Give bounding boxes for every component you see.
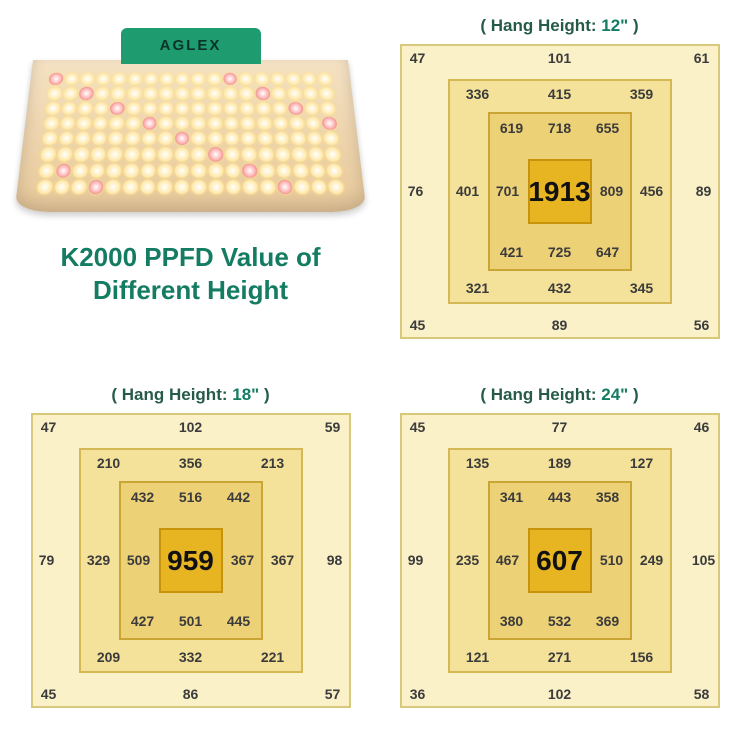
- product-caption: K2000 PPFD Value of Different Height: [16, 241, 365, 306]
- chart-title-24: ( Hang Height: 24" ): [480, 385, 638, 405]
- heatmap-value: 516: [179, 489, 202, 505]
- heatmap-value: 421: [500, 244, 523, 260]
- heatmap-value: 102: [179, 419, 202, 435]
- heatmap-value: 701: [496, 183, 519, 199]
- heatmap-value: 235: [456, 552, 479, 568]
- heatmap-value: 121: [466, 649, 489, 665]
- heatmap-value: 809: [600, 183, 623, 199]
- heatmap-value: 56: [694, 317, 710, 333]
- heatmap-value: 718: [548, 120, 571, 136]
- heatmap-value: 221: [261, 649, 284, 665]
- heatmap-value: 61: [694, 50, 710, 66]
- heatmap-value: 358: [596, 489, 619, 505]
- heatmap-value: 105: [692, 552, 715, 568]
- heatmap-value: 509: [127, 552, 150, 568]
- heatmap-value: 341: [500, 489, 523, 505]
- heatmap-value: 345: [630, 280, 653, 296]
- heatmap-value: 415: [548, 86, 571, 102]
- heatmap-value: 380: [500, 613, 523, 629]
- heatmap-value: 655: [596, 120, 619, 136]
- heatmap-center-value: 607: [528, 528, 592, 593]
- heatmap-center-value: 959: [159, 528, 223, 593]
- heatmap-value: 89: [696, 183, 712, 199]
- hang-prefix: ( Hang Height:: [111, 385, 232, 404]
- chart-24in-quadrant: ( Hang Height: 24" ) 607 45 77 46 99 105 36 102…: [385, 385, 734, 734]
- heatmap-value: 427: [131, 613, 154, 629]
- heatmap-value: 102: [548, 686, 571, 702]
- heatmap-value: 58: [694, 686, 710, 702]
- heatmap-value: 467: [496, 552, 519, 568]
- heatmap-value: 209: [97, 649, 120, 665]
- hang-height-value: 18": [232, 385, 259, 404]
- heatmap-value: 79: [39, 552, 55, 568]
- chart-title-18: ( Hang Height: 18" ): [111, 385, 269, 405]
- chart-18in-quadrant: ( Hang Height: 18" ) 959 47 102 59 79 98 45 86 5…: [16, 385, 365, 734]
- heatmap-value: 367: [271, 552, 294, 568]
- heatmap-value: 189: [548, 455, 571, 471]
- heatmap-value: 510: [600, 552, 623, 568]
- heatmap-value: 329: [87, 552, 110, 568]
- chart-title-12: ( Hang Height: 12" ): [480, 16, 638, 36]
- heatmap-24: 607 45 77 46 99 105 36 102 58 135 189 127 235 249 121 2…: [400, 413, 720, 708]
- heatmap-value: 36: [410, 686, 426, 702]
- heatmap-value: 47: [410, 50, 426, 66]
- heatmap-center-value: 1913: [528, 159, 592, 224]
- heatmap-value: 45: [41, 686, 57, 702]
- heatmap-value: 647: [596, 244, 619, 260]
- heatmap-value: 86: [183, 686, 199, 702]
- hang-prefix: ( Hang Height:: [480, 16, 601, 35]
- heatmap-18: 959 47 102 59 79 98 45 86 57 210 356 213 329 367 209 33…: [31, 413, 351, 708]
- heatmap-value: 456: [640, 183, 663, 199]
- heatmap-value: 532: [548, 613, 571, 629]
- heatmap-value: 271: [548, 649, 571, 665]
- hang-suffix: ): [628, 16, 638, 35]
- heatmap-value: 77: [552, 419, 568, 435]
- heatmap-value: 442: [227, 489, 250, 505]
- heatmap-value: 321: [466, 280, 489, 296]
- heatmap-value: 332: [179, 649, 202, 665]
- heatmap-value: 89: [552, 317, 568, 333]
- hang-suffix: ): [628, 385, 638, 404]
- hang-height-value: 24": [601, 385, 628, 404]
- brand-logo: AGLEX: [121, 28, 261, 64]
- heatmap-value: 619: [500, 120, 523, 136]
- heatmap-value: 45: [410, 419, 426, 435]
- heatmap-value: 336: [466, 86, 489, 102]
- heatmap-value: 127: [630, 455, 653, 471]
- chart-12in-quadrant: ( Hang Height: 12" ) 1913 47 101 61 76 89 45 89…: [385, 16, 734, 365]
- heatmap-value: 443: [548, 489, 571, 505]
- heatmap-12: 1913 47 101 61 76 89 45 89 56 336 415 359 401 456 321 4…: [400, 44, 720, 339]
- hang-suffix: ): [259, 385, 269, 404]
- heatmap-value: 98: [327, 552, 343, 568]
- heatmap-value: 432: [548, 280, 571, 296]
- product-quadrant: AGLEX K2000 PPFD Value of Different Heig…: [16, 16, 365, 365]
- heatmap-value: 46: [694, 419, 710, 435]
- heatmap-value: 432: [131, 489, 154, 505]
- heatmap-value: 356: [179, 455, 202, 471]
- heatmap-value: 45: [410, 317, 426, 333]
- led-panel: [14, 60, 366, 212]
- heatmap-value: 401: [456, 183, 479, 199]
- heatmap-value: 99: [408, 552, 424, 568]
- heatmap-value: 213: [261, 455, 284, 471]
- heatmap-value: 501: [179, 613, 202, 629]
- hang-height-value: 12": [601, 16, 628, 35]
- heatmap-value: 445: [227, 613, 250, 629]
- heatmap-value: 57: [325, 686, 341, 702]
- heatmap-value: 210: [97, 455, 120, 471]
- hang-prefix: ( Hang Height:: [480, 385, 601, 404]
- heatmap-value: 249: [640, 552, 663, 568]
- product-image: AGLEX: [16, 16, 365, 221]
- heatmap-value: 369: [596, 613, 619, 629]
- heatmap-value: 367: [231, 552, 254, 568]
- heatmap-value: 156: [630, 649, 653, 665]
- heatmap-value: 76: [408, 183, 424, 199]
- heatmap-value: 59: [325, 419, 341, 435]
- heatmap-value: 725: [548, 244, 571, 260]
- heatmap-value: 101: [548, 50, 571, 66]
- heatmap-value: 135: [466, 455, 489, 471]
- heatmap-value: 359: [630, 86, 653, 102]
- heatmap-value: 47: [41, 419, 57, 435]
